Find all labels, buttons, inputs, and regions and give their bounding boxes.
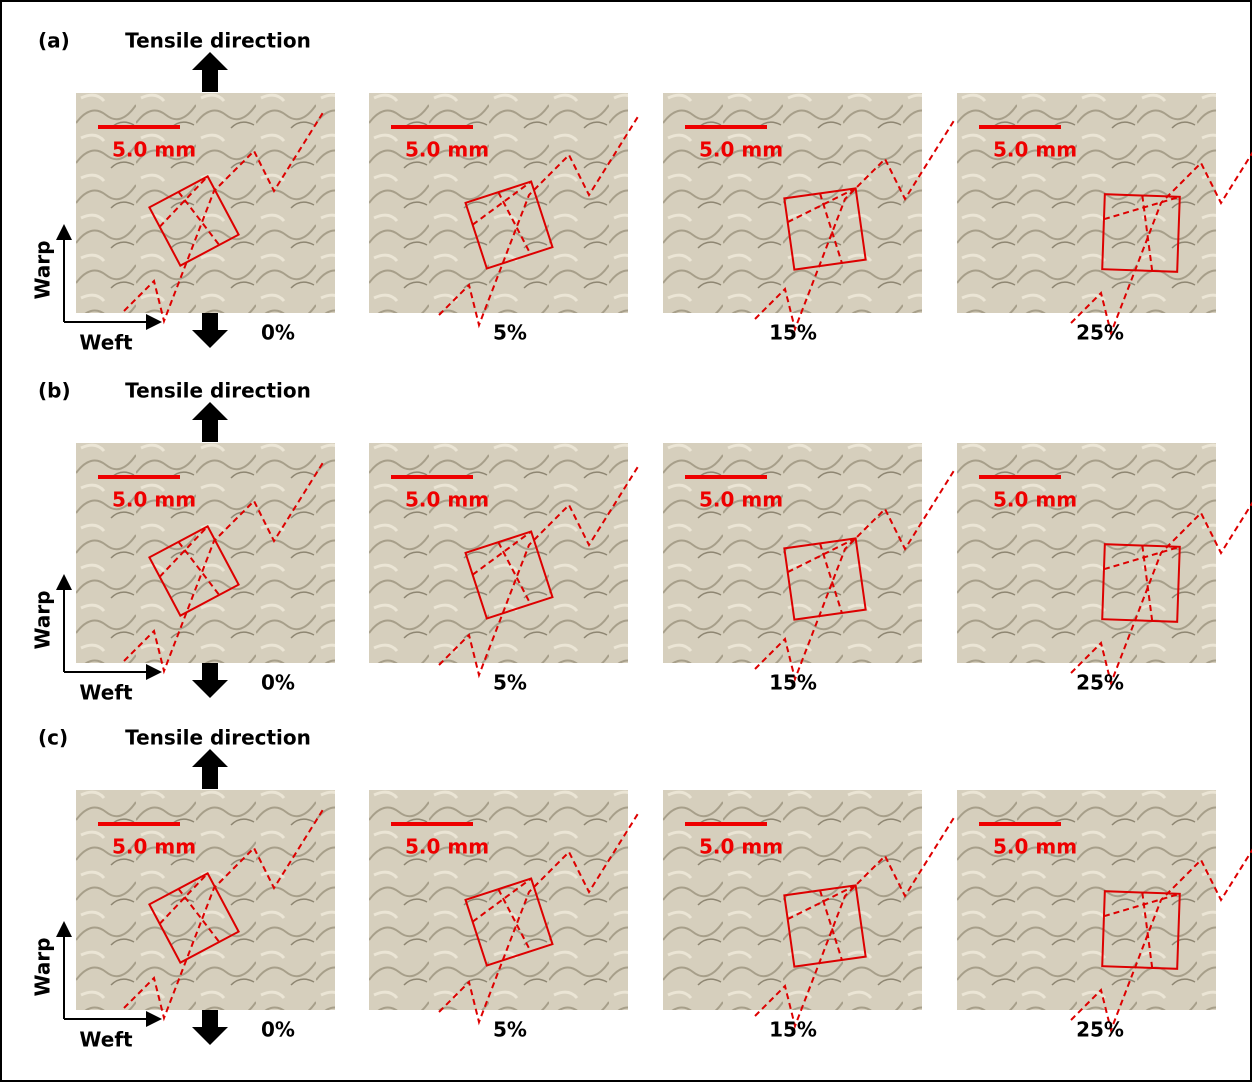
scale-label: 5.0 mm xyxy=(993,488,1077,512)
arrow-down xyxy=(192,310,228,348)
panel-label: (a) xyxy=(38,29,70,53)
photo: 5.0 mm xyxy=(957,790,1252,1030)
strain-label: 5% xyxy=(493,1018,527,1042)
scale-label: 5.0 mm xyxy=(405,835,489,859)
scale-label: 5.0 mm xyxy=(112,138,196,162)
scale-label: 5.0 mm xyxy=(405,138,489,162)
arrow-down xyxy=(192,660,228,698)
scale-label: 5.0 mm xyxy=(993,138,1077,162)
photo: 5.0 mm xyxy=(76,93,335,321)
weft-label: Weft xyxy=(79,681,133,705)
photo: 5.0 mm xyxy=(663,93,955,329)
warp-label: Warp xyxy=(31,937,55,996)
weft-label: Weft xyxy=(79,331,133,355)
strain-label: 25% xyxy=(1076,1018,1124,1042)
scale-label: 5.0 mm xyxy=(112,488,196,512)
warp-label: Warp xyxy=(31,240,55,299)
scale-label: 5.0 mm xyxy=(112,835,196,859)
figure: (a) Tensile direction Warp Weft 5.0 mm 0% 5.0 … xyxy=(0,0,1252,1082)
strain-label: 0% xyxy=(261,321,295,345)
photo: 5.0 mm xyxy=(663,443,955,679)
photo: 5.0 mm xyxy=(957,93,1252,333)
panel-label: (c) xyxy=(38,726,68,750)
arrow-up xyxy=(192,749,228,789)
strain-label: 5% xyxy=(493,671,527,695)
photo: 5.0 mm xyxy=(663,790,955,1026)
photo: 5.0 mm xyxy=(76,790,335,1018)
direction-label: Tensile direction xyxy=(125,379,311,403)
photo: 5.0 mm xyxy=(369,790,639,1022)
photo: 5.0 mm xyxy=(369,93,639,325)
arrow-up xyxy=(192,52,228,92)
photo: 5.0 mm xyxy=(369,443,639,675)
warp-label: Warp xyxy=(31,590,55,649)
weft-label: Weft xyxy=(79,1028,133,1052)
strain-label: 15% xyxy=(769,671,817,695)
scale-label: 5.0 mm xyxy=(699,138,783,162)
scale-label: 5.0 mm xyxy=(699,488,783,512)
strain-label: 25% xyxy=(1076,671,1124,695)
strain-label: 0% xyxy=(261,671,295,695)
arrow-down xyxy=(192,1007,228,1045)
scale-label: 5.0 mm xyxy=(993,835,1077,859)
scale-label: 5.0 mm xyxy=(405,488,489,512)
strain-label: 15% xyxy=(769,1018,817,1042)
photo: 5.0 mm xyxy=(76,443,335,671)
strain-label: 5% xyxy=(493,321,527,345)
panel-label: (b) xyxy=(38,379,71,403)
strain-label: 15% xyxy=(769,321,817,345)
direction-label: Tensile direction xyxy=(125,726,311,750)
scale-label: 5.0 mm xyxy=(699,835,783,859)
direction-label: Tensile direction xyxy=(125,29,311,53)
strain-label: 0% xyxy=(261,1018,295,1042)
arrow-up xyxy=(192,402,228,442)
strain-label: 25% xyxy=(1076,321,1124,345)
photo: 5.0 mm xyxy=(957,443,1252,683)
